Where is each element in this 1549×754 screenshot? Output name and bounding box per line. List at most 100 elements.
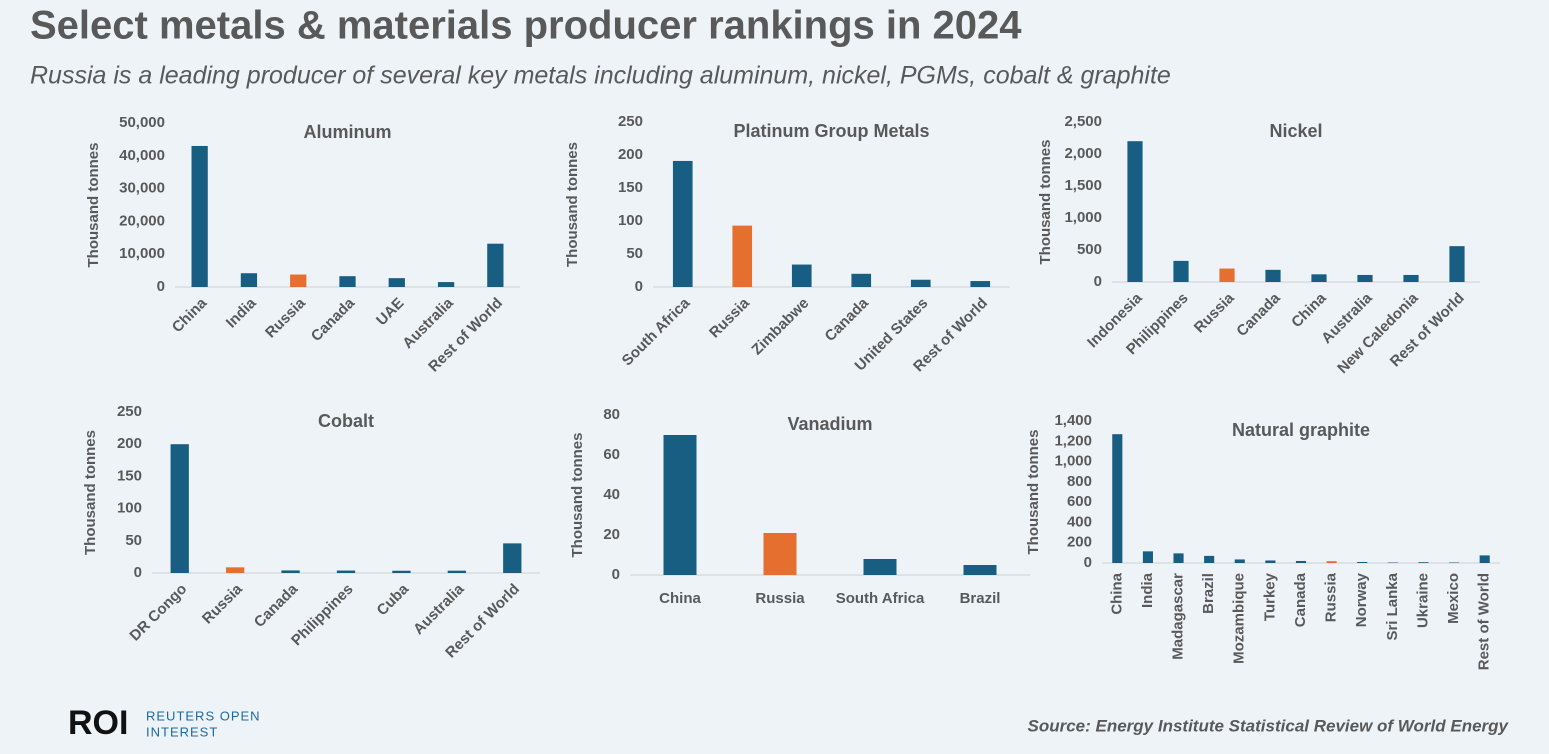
bar <box>1142 551 1153 563</box>
x-tick-label: Madagascar <box>1170 573 1187 660</box>
y-tick-label: 0 <box>635 278 643 295</box>
x-tick-label: Canada <box>1292 572 1309 627</box>
bar <box>1449 246 1465 282</box>
chart-title: Cobalt <box>318 411 374 431</box>
y-tick-label: 150 <box>618 179 643 196</box>
y-axis-label: Thousand tonnes <box>85 143 102 268</box>
x-tick-label: Rest of World <box>1476 573 1493 670</box>
bar <box>388 278 405 287</box>
bar <box>1479 555 1490 563</box>
bar <box>963 565 997 575</box>
y-tick-label: 50,000 <box>119 114 165 131</box>
bar <box>1219 268 1235 282</box>
bar <box>191 145 208 287</box>
x-tick-label: Mozambique <box>1231 573 1248 664</box>
y-tick-label: 0 <box>612 566 620 583</box>
y-tick-label: 600 <box>1067 493 1092 510</box>
y-tick-label: 1,200 <box>1054 432 1092 449</box>
bar <box>1311 274 1327 282</box>
bar <box>1387 562 1398 563</box>
chart-title: Platinum Group Metals <box>733 121 929 141</box>
y-axis-label: Thousand tonnes <box>82 430 99 555</box>
y-tick-label: 60 <box>603 446 620 463</box>
y-tick-label: 20,000 <box>119 212 165 229</box>
y-tick-label: 30,000 <box>119 180 165 197</box>
chart-title: Natural graphite <box>1232 420 1370 440</box>
y-axis-label: Thousand tonnes <box>569 433 586 558</box>
bar <box>339 276 356 287</box>
bar <box>1127 141 1143 282</box>
y-tick-label: 50 <box>125 532 142 549</box>
bar <box>1173 553 1184 563</box>
y-tick-label: 150 <box>117 467 142 484</box>
bar <box>851 273 872 287</box>
y-tick-label: 50 <box>626 245 643 262</box>
bar <box>1357 561 1368 563</box>
chart-title: Vanadium <box>787 414 872 434</box>
y-tick-label: 40 <box>603 486 620 503</box>
bar <box>732 225 753 287</box>
y-tick-label: 250 <box>117 403 142 420</box>
chart-title: Nickel <box>1269 121 1322 141</box>
logo-mark: ROI <box>68 704 128 742</box>
bar <box>1403 274 1419 282</box>
y-tick-label: 200 <box>117 435 142 452</box>
y-tick-label: 2,500 <box>1064 113 1102 130</box>
bar <box>487 243 504 287</box>
x-tick-label: Russia <box>755 590 805 607</box>
bar <box>1449 562 1460 563</box>
bar <box>1204 555 1215 563</box>
x-tick-label: Mexico <box>1445 573 1462 624</box>
y-tick-label: 800 <box>1067 473 1092 490</box>
y-tick-label: 10,000 <box>119 245 165 262</box>
bar <box>672 160 693 287</box>
bar <box>863 559 897 575</box>
x-tick-label: Norway <box>1353 572 1370 627</box>
bar <box>910 279 931 287</box>
bar <box>336 570 356 573</box>
y-axis-label: Thousand tonnes <box>1037 140 1054 265</box>
y-axis-label: Thousand tonnes <box>564 142 581 267</box>
y-tick-label: 0 <box>1094 273 1102 290</box>
y-tick-label: 0 <box>134 564 142 581</box>
y-axis-label: Thousand tonnes <box>1025 430 1042 555</box>
bar <box>240 273 258 287</box>
bar <box>225 567 245 573</box>
y-tick-label: 200 <box>618 146 643 163</box>
y-tick-label: 1,000 <box>1054 453 1092 470</box>
bar <box>663 435 697 575</box>
x-tick-label: Ukraine <box>1414 573 1431 628</box>
y-tick-label: 1,400 <box>1054 412 1092 429</box>
bar <box>392 570 411 573</box>
x-tick-label: China <box>1108 572 1125 614</box>
bar <box>1295 560 1307 563</box>
y-tick-label: 0 <box>1084 554 1092 571</box>
chart-title: Aluminum <box>304 122 392 142</box>
y-tick-label: 400 <box>1067 513 1092 530</box>
x-tick-label: India <box>1139 572 1156 608</box>
page-subtitle: Russia is a leading producer of several … <box>30 62 1171 90</box>
y-tick-label: 2,000 <box>1064 145 1102 162</box>
bar <box>970 281 991 287</box>
y-tick-label: 20 <box>603 526 620 543</box>
logo-text: INTEREST <box>146 724 218 739</box>
x-tick-label: Sri Lanka <box>1384 572 1401 640</box>
bar <box>437 282 455 287</box>
y-tick-label: 500 <box>1077 241 1102 258</box>
y-tick-label: 80 <box>603 406 620 423</box>
bar <box>763 533 797 575</box>
bar <box>1112 434 1123 563</box>
y-tick-label: 200 <box>1067 534 1092 551</box>
y-tick-label: 100 <box>618 212 643 229</box>
y-tick-label: 0 <box>157 278 165 295</box>
x-tick-label: Brazil <box>960 590 1001 607</box>
bar <box>447 570 467 573</box>
bar <box>281 570 300 573</box>
page-title: Select metals & materials producer ranki… <box>30 4 1022 48</box>
x-tick-label: Russia <box>1323 572 1340 622</box>
x-tick-label: South Africa <box>836 590 925 607</box>
y-tick-label: 100 <box>117 500 142 517</box>
bar <box>290 274 307 287</box>
